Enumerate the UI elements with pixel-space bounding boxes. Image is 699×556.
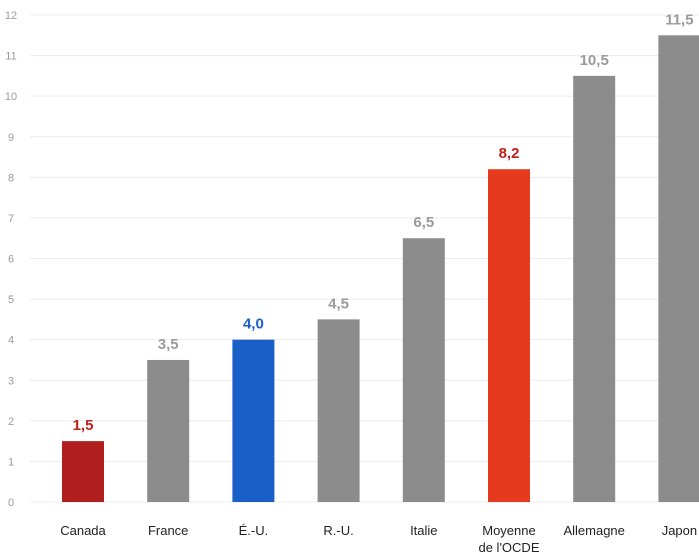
bar xyxy=(402,238,445,503)
y-tick-label: 12 xyxy=(5,10,17,22)
y-tick-label: 0 xyxy=(8,497,14,509)
bar xyxy=(488,169,530,502)
y-tick-label: 9 xyxy=(8,132,14,144)
y-tick-label: 11 xyxy=(5,51,16,63)
y-tick-label: 4 xyxy=(8,335,14,347)
bar xyxy=(658,35,699,503)
data-label: 3,5 xyxy=(158,336,179,353)
x-tick-label: R.-U. xyxy=(323,523,353,538)
y-tick-label: 3 xyxy=(8,375,14,387)
y-tick-label: 5 xyxy=(8,294,14,306)
x-tick-label: É.-U. xyxy=(239,523,269,538)
data-label: 6,5 xyxy=(413,214,434,231)
x-tick-label: Allemagne xyxy=(563,523,624,538)
bar xyxy=(232,339,275,502)
y-tick-label: 7 xyxy=(8,213,14,225)
data-label: 10,5 xyxy=(580,52,609,69)
bar xyxy=(317,319,360,502)
y-tick-label: 1 xyxy=(8,456,14,468)
x-axis-labels: Canada France É.-U. R.-U. Italie Moyenne de l'… xyxy=(60,523,697,555)
y-tick-label: 6 xyxy=(8,254,14,266)
x-tick-label: Moyenne xyxy=(482,523,535,538)
x-tick-label: Japon xyxy=(662,523,697,538)
data-label: 1,5 xyxy=(73,417,94,434)
y-tick-label: 2 xyxy=(8,416,14,428)
bar xyxy=(573,75,616,502)
data-label: 8,2 xyxy=(499,145,520,162)
data-label: 11,5 xyxy=(665,11,693,28)
data-labels: 1,5 3,5 4,0 4,5 6,5 8,2 10,5 11,5 xyxy=(73,11,694,434)
x-tick-label: Canada xyxy=(60,523,106,538)
x-tick-label: Italie xyxy=(410,523,437,538)
data-label: 4,0 xyxy=(243,316,264,333)
x-tick-label: France xyxy=(148,523,188,538)
y-tick-label: 10 xyxy=(5,91,17,103)
bar xyxy=(147,359,190,502)
bar xyxy=(62,441,104,502)
y-tick-label: 8 xyxy=(8,172,14,184)
bars xyxy=(62,35,699,503)
x-tick-label: de l'OCDE xyxy=(478,540,539,555)
data-label: 4,5 xyxy=(328,295,349,312)
